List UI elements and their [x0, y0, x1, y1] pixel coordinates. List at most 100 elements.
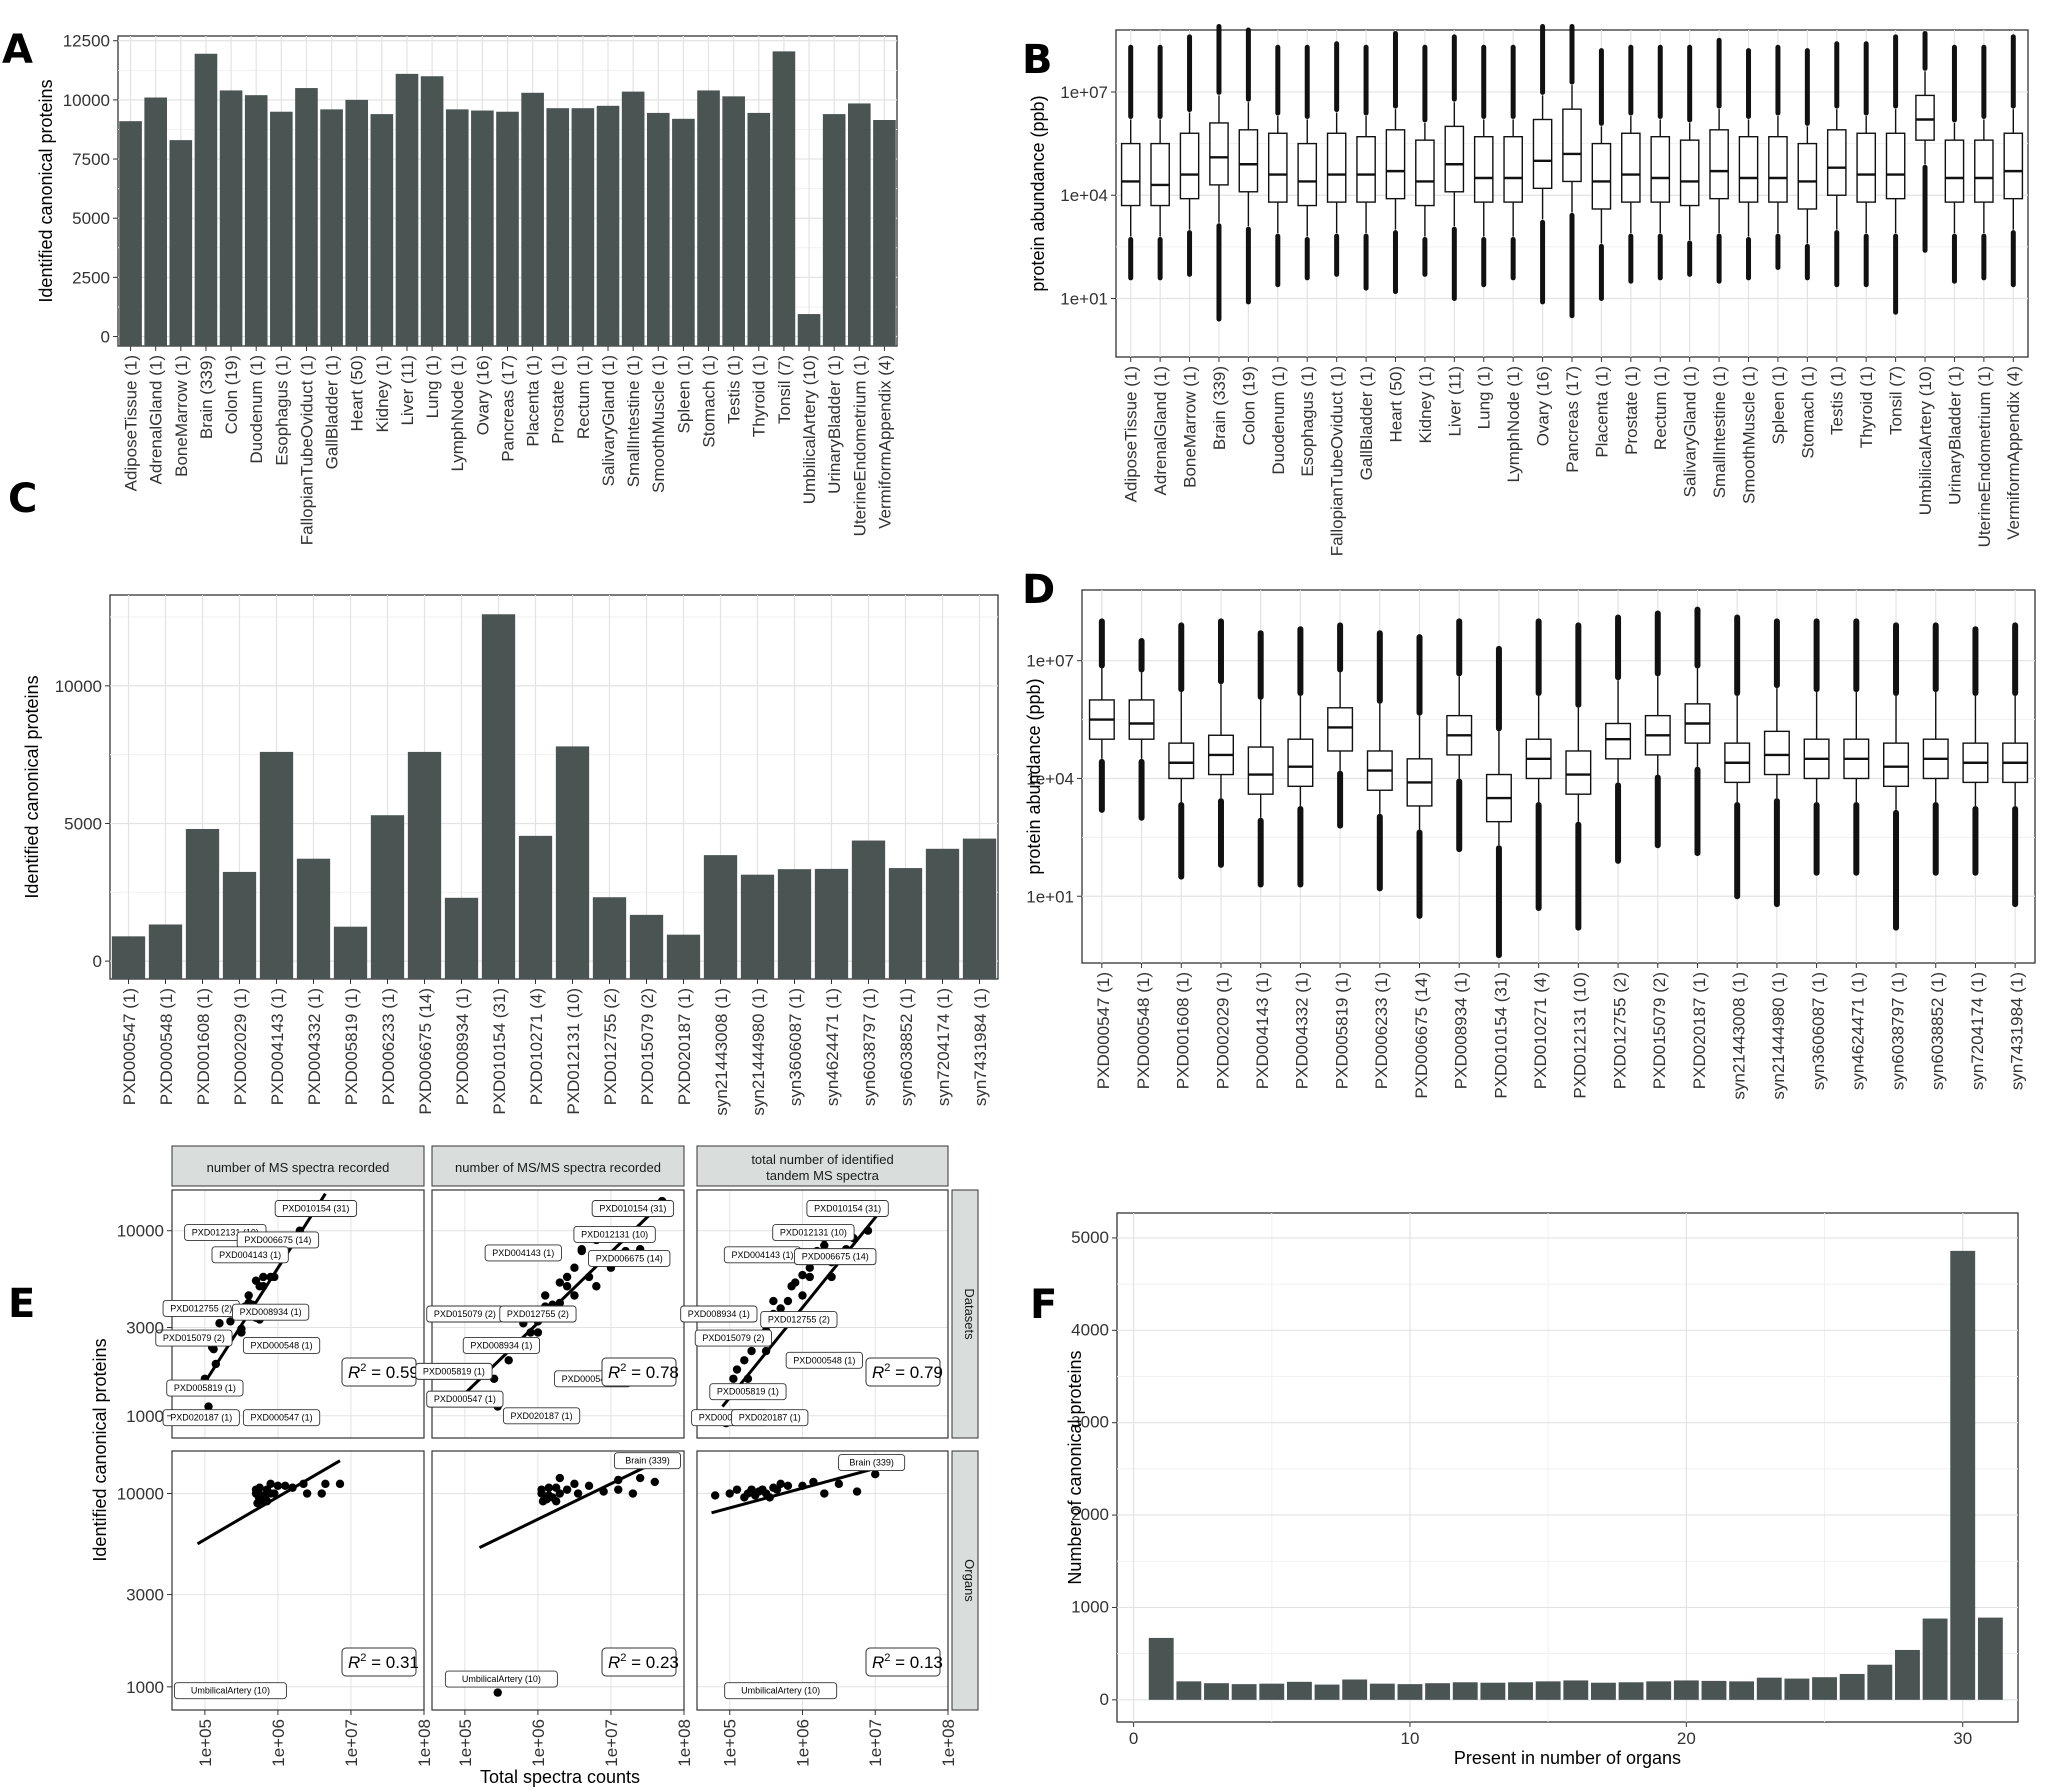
- bar: [672, 118, 695, 346]
- category-tick-label: FallopianTubeOviduct (1): [297, 355, 316, 545]
- label-box: [444, 1670, 558, 1688]
- label-box: [232, 1303, 310, 1321]
- panel-c: C 0 5000 10000 PXD000547 (1) PXD000548 (1) PXD…: [8, 476, 999, 1116]
- bar: [888, 868, 923, 979]
- label-text: PXD005819 (1): [423, 1366, 485, 1376]
- category-tick-label: syn7431984 (1): [2007, 972, 2026, 1090]
- box: [1768, 136, 1788, 203]
- box-plot: [1724, 614, 1751, 900]
- label-box: [462, 1337, 540, 1354]
- point-label: UmbilicalArtery (10): [444, 1670, 558, 1688]
- bar: [1646, 1681, 1672, 1700]
- plot-border: [1081, 589, 2036, 964]
- regression-line: [711, 1465, 883, 1515]
- box-plot: [1856, 41, 1877, 288]
- bar: [1563, 1680, 1589, 1700]
- box: [1650, 136, 1671, 203]
- box-plot: [1768, 44, 1788, 271]
- y-tick-label: 5000: [72, 209, 110, 228]
- bar: [445, 109, 469, 346]
- label-text: PXD000548 (1): [562, 1374, 624, 1384]
- bar: [119, 121, 142, 346]
- y-tick-label: 5000: [1071, 1228, 1109, 1247]
- box-plot: [1326, 41, 1347, 277]
- point-label: PXD004143 (1): [484, 1244, 562, 1262]
- panel-f: F 0 1000 2000 3000 4000 5000 0 10 20 30 Present in …: [1030, 1212, 2019, 1768]
- scatter-point: [732, 1485, 742, 1494]
- scatter-point: [541, 1291, 550, 1300]
- box-plot: [1605, 614, 1632, 864]
- category-tick-label: Rectum (1): [574, 355, 593, 439]
- box: [1415, 139, 1435, 207]
- category-tick-label: Lung (1): [1475, 366, 1494, 429]
- y-tick-label: 10000: [117, 1222, 164, 1241]
- bar: [962, 838, 997, 979]
- category-tick-label: UterineEndometrium (1): [1975, 366, 1994, 547]
- box-plot: [1763, 618, 1790, 908]
- bar: [703, 855, 738, 979]
- label-text: Brain (339): [625, 1456, 670, 1466]
- facet: PXD010154 (31) PXD012131 (10) PXD004143 (1…: [680, 1189, 949, 1439]
- bar: [333, 926, 368, 979]
- scatter-point: [765, 1493, 774, 1502]
- y-axis-title: protein abundance (ppb): [1028, 95, 1048, 291]
- box-plot: [1974, 44, 1994, 281]
- bar: [1480, 1682, 1506, 1700]
- category-tick-label: PXD000548 (1): [1134, 972, 1153, 1089]
- scatter-point: [555, 1278, 565, 1287]
- category-tick-label: syn21444980 (1): [749, 988, 768, 1116]
- bar: [1259, 1683, 1285, 1700]
- category-tick-label: PXD006233 (1): [1372, 972, 1391, 1089]
- point-label: PXD004143 (1): [211, 1246, 289, 1264]
- scatter-point: [614, 1485, 623, 1494]
- box-plot: [1247, 630, 1274, 888]
- label-text: PXD010154 (31): [599, 1204, 666, 1214]
- scatter-point: [259, 1272, 268, 1282]
- category-tick-label: PXD002029 (1): [231, 988, 250, 1105]
- bar: [1314, 1684, 1340, 1700]
- bar: [1812, 1677, 1837, 1700]
- r-squared-box: R2 = 0.31: [341, 1647, 419, 1677]
- scatter-point: [628, 1489, 638, 1498]
- bar: [1756, 1677, 1782, 1700]
- scatter-point: [317, 1489, 326, 1498]
- scatter-point: [533, 1328, 543, 1337]
- box-plot: [1562, 24, 1582, 319]
- r2-frame: [865, 1357, 941, 1387]
- box-plot: [1356, 44, 1376, 291]
- category-tick-label: Duodenum (1): [1269, 366, 1288, 475]
- category-tick-label: PXD008934 (1): [1452, 972, 1471, 1089]
- scatter-point: [255, 1483, 264, 1492]
- bar: [144, 97, 168, 346]
- panel-letter: F: [1030, 1282, 1057, 1328]
- label-box: [502, 1407, 581, 1425]
- point-label: PXD008934 (1): [462, 1337, 540, 1354]
- r2-frame: [601, 1357, 677, 1387]
- label-text: PXD010154 (31): [814, 1204, 881, 1214]
- box: [1120, 142, 1141, 207]
- r2-label: R2 = 0.59: [348, 1362, 419, 1382]
- category-tick-label: Duodenum (1): [247, 355, 266, 464]
- y-axis-title: Identified canonical proteins: [90, 1338, 110, 1561]
- box-plot: [1207, 618, 1234, 868]
- point-label: PXD000547 (1): [426, 1390, 504, 1408]
- y-tick-label: 4000: [1071, 1320, 1109, 1339]
- category-tick-label: UterineEndometrium (1): [850, 355, 869, 536]
- category-tick-label: BoneMarrow (1): [1180, 366, 1199, 488]
- category-tick-label: VermiformAppendix (4): [875, 355, 894, 529]
- category-tick-label: PXD006675 (14): [1412, 972, 1431, 1099]
- box: [1763, 730, 1790, 776]
- label-box: [484, 1244, 562, 1262]
- x-tick-label: 1e+08: [939, 1719, 958, 1767]
- label-text: PXD012755 (2): [768, 1315, 830, 1325]
- y-tick-label: 1000: [126, 1678, 164, 1697]
- label-text: PXD006675 (14): [802, 1252, 869, 1262]
- scatter-point: [555, 1489, 565, 1498]
- category-tick-label: Rectum (1): [1651, 366, 1670, 450]
- box-plot: [1738, 48, 1759, 281]
- scatter-point: [732, 1365, 742, 1374]
- bar: [370, 815, 405, 979]
- y-tick-label: 1e+01: [1060, 289, 1108, 308]
- label-text: PXD015079 (2): [434, 1309, 496, 1319]
